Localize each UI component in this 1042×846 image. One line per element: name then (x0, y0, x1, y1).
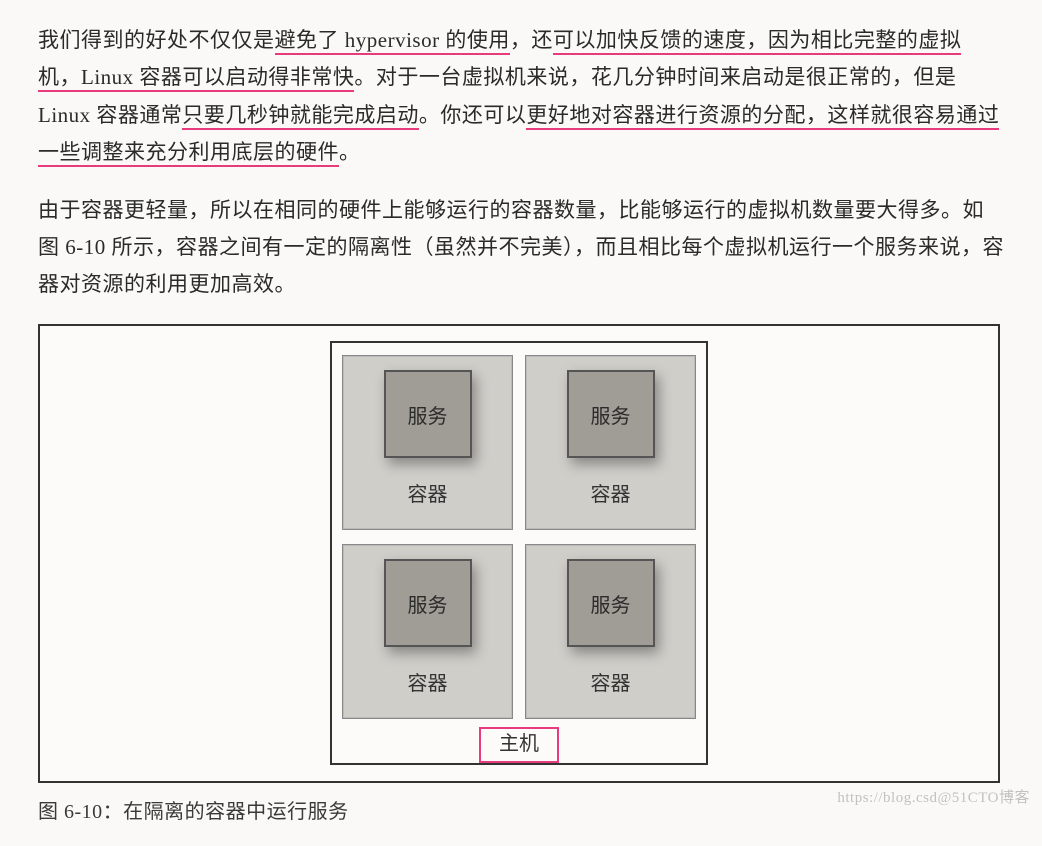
watermark-text: https://blog.csd@51CTO博客 (837, 786, 1030, 807)
container-grid: 服务 容器 服务 容器 服务 容器 服务 容器 (342, 355, 696, 719)
container-cell: 服务 容器 (342, 544, 513, 719)
container-cell: 服务 容器 (525, 544, 696, 719)
paragraph-2: 由于容器更轻量，所以在相同的硬件上能够运行的容器数量，比能够运行的虚拟机数量要大… (38, 192, 1004, 304)
container-label: 容器 (591, 478, 631, 507)
service-box: 服务 (567, 559, 655, 647)
container-label: 容器 (591, 667, 631, 696)
service-box: 服务 (384, 559, 472, 647)
container-label: 容器 (408, 667, 448, 696)
text-seg: ，还 (510, 28, 553, 52)
document-page: 我们得到的好处不仅仅是避免了 hypervisor 的使用，还可以加快反馈的速度… (0, 0, 1042, 846)
text-seg: 。 (339, 140, 361, 164)
container-cell: 服务 容器 (525, 355, 696, 530)
host-label: 主机 (479, 727, 559, 763)
text-seg: 我们得到的好处不仅仅是 (38, 28, 275, 52)
service-box: 服务 (384, 370, 472, 458)
text-seg: 。你还可以 (419, 103, 527, 127)
container-cell: 服务 容器 (342, 355, 513, 530)
highlight-span: 避免了 hypervisor 的使用 (275, 28, 510, 55)
service-box: 服务 (567, 370, 655, 458)
container-label: 容器 (408, 478, 448, 507)
highlight-span: 只要几秒钟就能完成启动 (182, 103, 419, 130)
paragraph-1: 我们得到的好处不仅仅是避免了 hypervisor 的使用，还可以加快反馈的速度… (38, 22, 1004, 172)
host-box: 服务 容器 服务 容器 服务 容器 服务 容器 主机 (330, 341, 708, 765)
figure-outer-box: 服务 容器 服务 容器 服务 容器 服务 容器 主机 (38, 324, 1000, 783)
